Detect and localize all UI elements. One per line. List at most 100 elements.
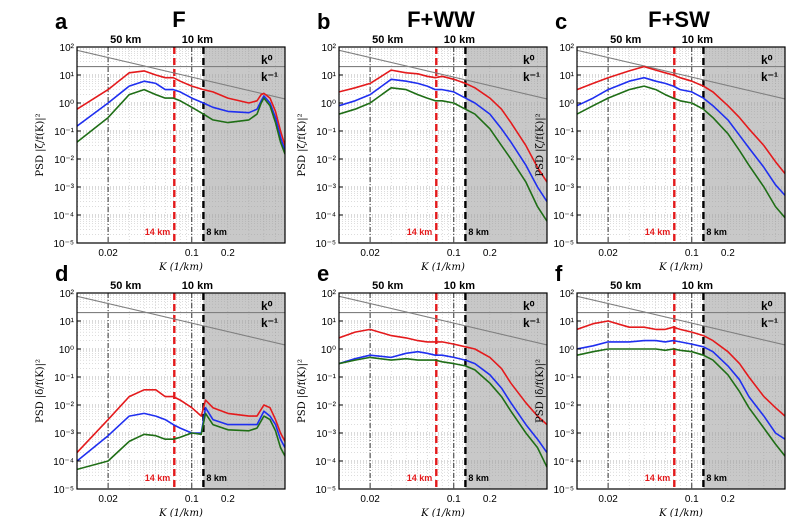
y-tick-label: 10⁻²	[554, 401, 574, 412]
y-tick-label: 10⁻²	[554, 155, 574, 166]
scale-label-50km: 50 km	[372, 280, 403, 292]
ref-k-1-line	[577, 49, 785, 100]
series-blue-line	[339, 78, 547, 203]
x-tick-label: 0.2	[483, 494, 497, 505]
ref-k-1-line	[339, 49, 547, 100]
y-tick-label: 10⁻²	[54, 155, 74, 166]
x-axis-label: K (1/km)	[658, 508, 703, 517]
scale-label-10km: 10 km	[444, 34, 475, 46]
series-green-line	[339, 87, 547, 222]
y-tick-label: 10⁰	[559, 99, 574, 110]
mark-14km-label: 14 km	[645, 227, 671, 237]
y-tick-label: 10²	[560, 289, 575, 300]
series-green-line	[339, 356, 547, 468]
y-axis-label: PSD |ζ/f(K)|²	[35, 113, 46, 176]
scale-label-50km: 50 km	[610, 34, 641, 46]
x-axis-label: K (1/km)	[158, 508, 203, 517]
series-blue-line	[77, 80, 285, 151]
scale-label-10km: 10 km	[682, 280, 713, 292]
mark-8km-label: 8 km	[706, 227, 727, 237]
ref-k-1-line	[339, 295, 547, 346]
shaded-region	[465, 47, 547, 243]
series	[77, 70, 285, 155]
legend-k-1: k⁻¹	[523, 316, 540, 330]
series-green-line	[77, 88, 285, 155]
panel-e: 10⁻⁵ 10⁻⁴ 10⁻³ 10⁻² 10⁻¹ 10⁰ 10¹ 10² 0.02 0.1 0.2 K…	[297, 261, 548, 517]
panel-b: 10⁻⁵ 10⁻⁴ 10⁻³ 10⁻² 10⁻¹ 10⁰ 10¹ 10² 0.02 0.1 0.2 K…	[297, 7, 548, 273]
reference-lines	[577, 49, 785, 100]
axes-frame	[576, 292, 786, 490]
scale-label-50km: 50 km	[372, 34, 403, 46]
legend-k0: k⁰	[761, 53, 773, 67]
x-tick-label: 0.02	[360, 494, 380, 505]
y-tick-label: 10²	[322, 289, 337, 300]
legend-k-1: k⁻¹	[761, 316, 778, 330]
y-axis-label: PSD |δ/f(K)|²	[35, 359, 46, 423]
series-green-line	[577, 348, 785, 457]
scale-label-10km: 10 km	[182, 34, 213, 46]
series-red-line	[339, 328, 547, 426]
mark-8km-label: 8 km	[206, 473, 227, 483]
legend-k0: k⁰	[761, 299, 773, 313]
series-blue-line	[577, 76, 785, 196]
reference-lines	[577, 295, 785, 346]
legend-k-1: k⁻¹	[523, 70, 540, 84]
scale-label-50km: 50 km	[110, 34, 141, 46]
x-tick-label: 0.1	[685, 494, 699, 505]
y-tick-label: 10⁻⁵	[553, 485, 574, 496]
axes-frame	[76, 292, 286, 490]
scale-label-10km: 10 km	[182, 280, 213, 292]
series-red-line	[339, 69, 547, 183]
series-blue-line	[577, 339, 785, 440]
legend-k0: k⁰	[261, 53, 273, 67]
mark-14km-label: 14 km	[145, 227, 171, 237]
y-tick-label: 10²	[60, 43, 75, 54]
mark-8km-label: 8 km	[206, 227, 227, 237]
shaded-region	[465, 293, 547, 489]
y-tick-label: 10²	[560, 43, 575, 54]
axes-frame	[338, 46, 548, 244]
y-tick-label: 10⁻³	[554, 183, 574, 194]
scale-label-50km: 50 km	[110, 280, 141, 292]
x-tick-label: 0.1	[185, 494, 199, 505]
y-tick-label: 10⁰	[59, 345, 74, 356]
y-tick-label: 10⁻⁵	[553, 239, 574, 250]
mark-8km-label: 8 km	[468, 227, 489, 237]
panel-title: F+SW	[648, 7, 710, 32]
y-tick-label: 10⁰	[321, 99, 336, 110]
legend-k0: k⁰	[523, 53, 535, 67]
x-tick-label: 0.1	[447, 494, 461, 505]
x-tick-label: 0.1	[447, 248, 461, 259]
ref-k-1-line	[577, 295, 785, 346]
legend-k-1: k⁻¹	[261, 70, 278, 84]
y-tick-label: 10⁻⁵	[315, 485, 336, 496]
mark-14km-label: 14 km	[407, 227, 433, 237]
axes-frame	[576, 46, 786, 244]
y-tick-label: 10⁰	[321, 345, 336, 356]
legend-k0: k⁰	[523, 299, 535, 313]
series-red-line	[77, 70, 285, 146]
y-tick-label: 10⁻⁴	[553, 211, 574, 222]
x-tick-label: 0.02	[598, 494, 618, 505]
y-tick-label: 10⁰	[59, 99, 74, 110]
series	[77, 388, 285, 471]
y-tick-label: 10¹	[322, 71, 337, 82]
series	[339, 69, 547, 222]
x-axis-label: K (1/km)	[158, 262, 203, 273]
x-tick-label: 0.2	[721, 494, 735, 505]
panel-c: 10⁻⁵ 10⁻⁴ 10⁻³ 10⁻² 10⁻¹ 10⁰ 10¹ 10² 0.02 0.1 0.2 K…	[535, 7, 786, 273]
panel-letter: c	[555, 9, 567, 34]
x-tick-label: 0.2	[221, 494, 235, 505]
y-tick-label: 10⁰	[559, 345, 574, 356]
y-tick-label: 10⁻³	[554, 429, 574, 440]
scale-label-50km: 50 km	[610, 280, 641, 292]
shaded-region	[203, 47, 285, 243]
series-red-line	[577, 65, 785, 175]
y-tick-label: 10⁻⁴	[553, 457, 574, 468]
y-tick-label: 10⁻⁵	[53, 239, 74, 250]
x-tick-label: 0.02	[98, 494, 118, 505]
panel-d: 10⁻⁵ 10⁻⁴ 10⁻³ 10⁻² 10⁻¹ 10⁰ 10¹ 10² 0.02 0.1 0.2 K…	[35, 261, 286, 517]
scale-label-10km: 10 km	[444, 280, 475, 292]
reference-lines	[339, 295, 547, 346]
y-tick-label: 10¹	[60, 71, 75, 82]
